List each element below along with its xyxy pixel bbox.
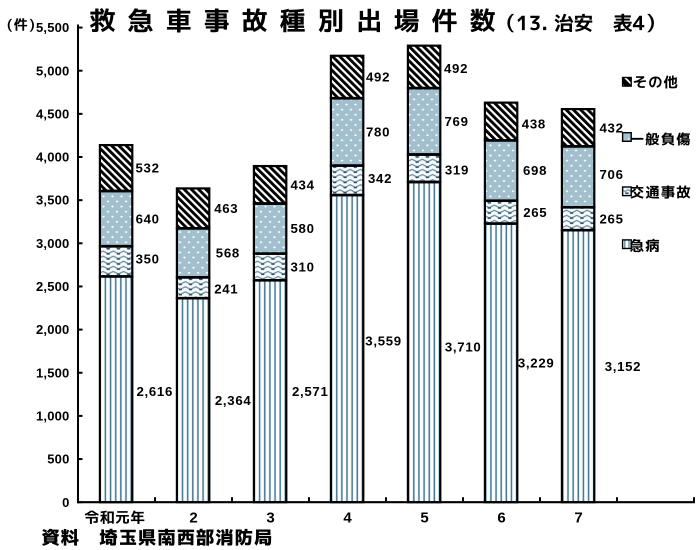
svg-text:780: 780: [366, 125, 390, 140]
svg-text:4: 4: [343, 509, 352, 526]
svg-text:3,229: 3,229: [518, 356, 555, 371]
svg-text:463: 463: [214, 201, 238, 216]
svg-text:2,616: 2,616: [137, 384, 174, 399]
svg-text:342: 342: [368, 171, 392, 186]
svg-text:500: 500: [47, 452, 69, 467]
svg-text:310: 310: [291, 260, 315, 275]
svg-text:7: 7: [574, 509, 582, 526]
svg-text:265: 265: [523, 205, 547, 220]
svg-text:0: 0: [62, 495, 69, 510]
svg-text:769: 769: [445, 114, 469, 129]
svg-text:640: 640: [136, 211, 160, 226]
svg-text:432: 432: [600, 120, 624, 135]
svg-text:532: 532: [136, 161, 160, 176]
svg-text:3: 3: [266, 509, 274, 526]
svg-text:3,710: 3,710: [445, 340, 482, 355]
svg-text:568: 568: [216, 246, 240, 261]
svg-text:5,000: 5,000: [36, 63, 70, 78]
svg-text:2,000: 2,000: [36, 322, 70, 337]
svg-text:1,000: 1,000: [36, 409, 70, 424]
svg-text:265: 265: [600, 211, 624, 226]
svg-text:350: 350: [136, 252, 160, 267]
svg-text:2,500: 2,500: [36, 279, 70, 294]
svg-text:319: 319: [445, 163, 469, 178]
svg-text:4,500: 4,500: [36, 107, 70, 122]
svg-text:698: 698: [523, 163, 547, 178]
svg-text:2,571: 2,571: [292, 384, 329, 399]
svg-text:5: 5: [420, 509, 428, 526]
svg-text:3,152: 3,152: [605, 359, 642, 374]
svg-text:6: 6: [497, 509, 505, 526]
svg-text:241: 241: [214, 282, 238, 297]
svg-text:3,500: 3,500: [36, 193, 70, 208]
svg-text:3,559: 3,559: [365, 334, 402, 349]
svg-text:434: 434: [291, 178, 315, 193]
svg-text:580: 580: [291, 221, 315, 236]
svg-text:3,000: 3,000: [36, 236, 70, 251]
svg-text:4,000: 4,000: [36, 150, 70, 165]
svg-text:2: 2: [189, 509, 197, 526]
svg-text:5,500: 5,500: [36, 20, 70, 35]
svg-text:2,364: 2,364: [215, 393, 252, 408]
svg-text:438: 438: [522, 117, 546, 132]
svg-text:492: 492: [366, 70, 390, 85]
svg-text:492: 492: [444, 61, 468, 76]
svg-text:1,500: 1,500: [36, 365, 70, 380]
svg-text:706: 706: [600, 167, 624, 182]
